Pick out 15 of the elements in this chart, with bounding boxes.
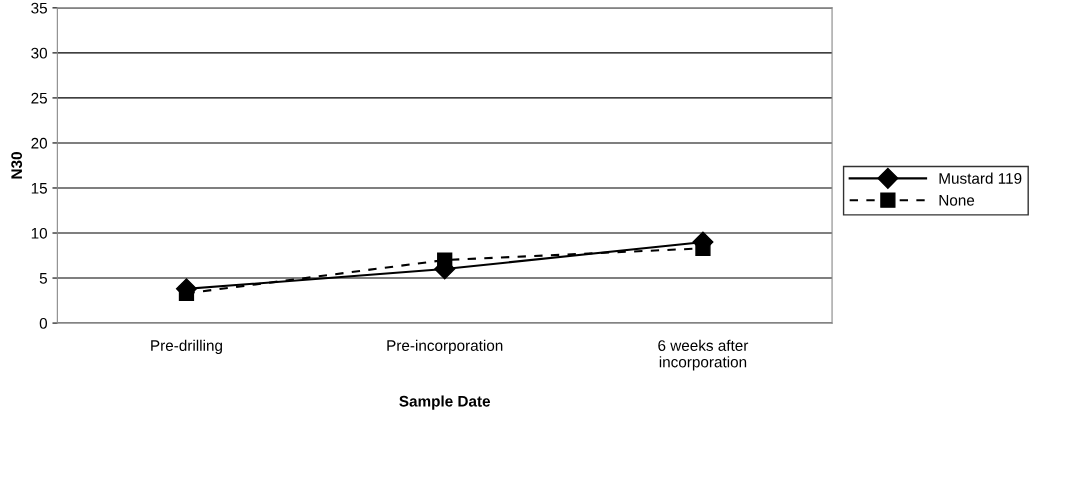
y-tick-label: 10 [31,227,48,239]
y-tick-label: 0 [39,317,48,329]
y-tick-label: 15 [31,183,47,194]
x-tick-label: 6 weeks after incorporation [658,339,749,371]
y-tick-label: 25 [31,92,47,104]
y-tick-label: 5 [39,273,47,284]
legend-label: Mustard 119 [939,172,1022,184]
x-axis-title: Sample Date [399,395,491,410]
y-tick-label: 20 [31,137,48,149]
y-tick-label: 30 [31,47,48,59]
x-tick-label: Pre-incorporation [387,339,503,354]
x-tick-label: Pre-drilling [151,339,222,354]
y-tick-label: 35 [31,2,47,14]
y-axis-title: N30 [11,152,23,179]
legend-label: None [939,195,975,206]
